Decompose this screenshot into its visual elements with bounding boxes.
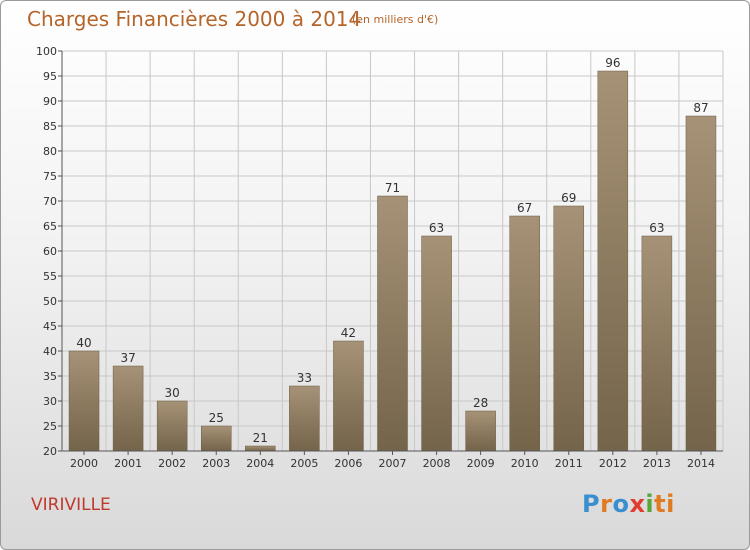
value-label: 25 — [209, 411, 224, 425]
logo-letter: ti — [654, 490, 675, 518]
bar-2003 — [200, 425, 232, 452]
y-tick-label: 90 — [43, 95, 57, 108]
value-label: 33 — [297, 371, 312, 385]
x-tick-label: 2007 — [379, 457, 407, 470]
value-label: 63 — [429, 221, 444, 235]
bar-2004 — [245, 445, 276, 452]
x-tick-label: 2014 — [687, 457, 715, 470]
y-tick-label: 75 — [43, 170, 57, 183]
chart-subtitle: (en milliers d'€) — [352, 13, 439, 26]
x-tick-label: 2001 — [114, 457, 142, 470]
logo-letter: r — [600, 490, 613, 518]
logo-letter: o — [612, 490, 630, 518]
proxiti-logo[interactable]: Proxiti — [582, 490, 675, 518]
value-label: 21 — [253, 431, 268, 445]
value-label: 63 — [649, 221, 664, 235]
value-label: 96 — [605, 56, 620, 70]
x-tick-label: 2012 — [599, 457, 627, 470]
bar-2000 — [68, 350, 100, 452]
x-tick-label: 2013 — [643, 457, 671, 470]
y-tick-label: 25 — [43, 420, 57, 433]
y-tick-label: 30 — [43, 395, 57, 408]
value-label: 37 — [120, 351, 135, 365]
y-tick-label: 100 — [36, 45, 57, 58]
value-label: 67 — [517, 201, 532, 215]
x-tick-label: 2000 — [70, 457, 98, 470]
bar-2006 — [333, 340, 364, 452]
bar-2012 — [597, 70, 629, 452]
bar-2002 — [156, 400, 188, 452]
x-tick-label: 2006 — [334, 457, 362, 470]
x-tick-label: 2002 — [158, 457, 186, 470]
logo-letter: P — [582, 490, 601, 518]
value-label: 87 — [693, 101, 708, 115]
value-label: 71 — [385, 181, 400, 195]
y-tick-label: 20 — [43, 445, 57, 458]
bar-2007 — [377, 195, 408, 452]
bar-2005 — [289, 385, 320, 452]
y-tick-label: 40 — [43, 345, 57, 358]
y-tick-label: 70 — [43, 195, 57, 208]
value-label: 69 — [561, 191, 576, 205]
value-label: 30 — [165, 386, 180, 400]
value-label: 42 — [341, 326, 356, 340]
x-tick-label: 2004 — [246, 457, 274, 470]
bar-2011 — [553, 205, 585, 452]
chart-title: Charges Financières 2000 à 2014 — [27, 7, 362, 31]
y-tick-label: 55 — [43, 270, 57, 283]
bar-2013 — [641, 235, 673, 452]
bar-2009 — [465, 410, 496, 452]
y-tick-label: 45 — [43, 320, 57, 333]
value-label: 28 — [473, 396, 488, 410]
commune-name: VIRIVILLE — [31, 495, 111, 515]
logo-letter: x — [629, 490, 646, 518]
y-tick-label: 50 — [43, 295, 57, 308]
x-tick-label: 2008 — [423, 457, 451, 470]
y-tick-label: 65 — [43, 220, 57, 233]
x-tick-label: 2009 — [467, 457, 495, 470]
bar-2010 — [509, 215, 540, 452]
bar-2008 — [421, 235, 452, 452]
y-tick-label: 85 — [43, 120, 57, 133]
y-tick-label: 35 — [43, 370, 57, 383]
y-tick-label: 95 — [43, 70, 57, 83]
y-tick-label: 80 — [43, 145, 57, 158]
bar-2014 — [685, 115, 717, 452]
x-tick-label: 2005 — [290, 457, 318, 470]
x-tick-label: 2011 — [555, 457, 583, 470]
logo-letter: i — [645, 490, 655, 518]
x-tick-label: 2010 — [511, 457, 539, 470]
x-tick-label: 2003 — [202, 457, 230, 470]
bar-2001 — [112, 365, 144, 452]
y-tick-label: 60 — [43, 245, 57, 258]
value-label: 40 — [76, 336, 91, 350]
